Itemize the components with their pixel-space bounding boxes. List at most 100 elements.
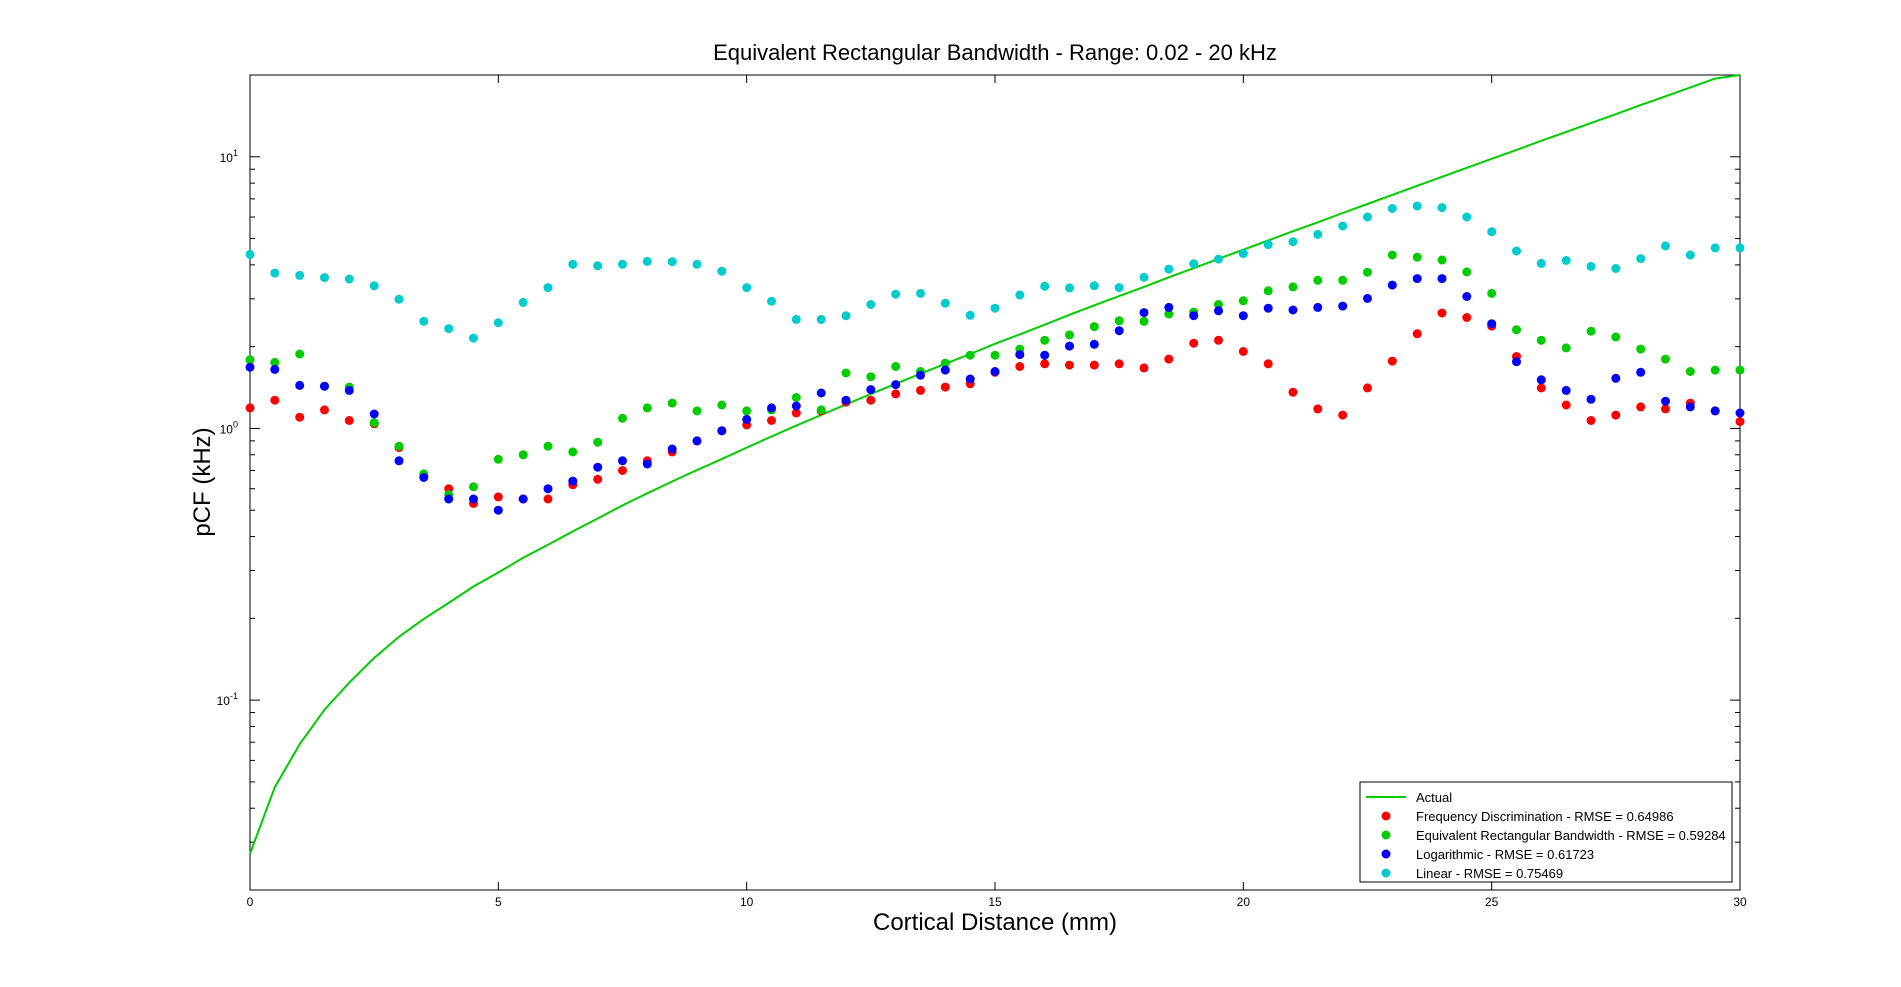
data-point (1611, 332, 1621, 342)
y-tick-exponent: 1 (233, 148, 238, 158)
data-point (320, 273, 329, 283)
data-point (1561, 256, 1571, 265)
data-point (1512, 357, 1521, 367)
data-point (1437, 274, 1447, 284)
data-point (1338, 410, 1348, 420)
data-point (1189, 338, 1199, 348)
data-point (369, 418, 379, 428)
data-point (642, 256, 652, 266)
data-point (543, 484, 553, 494)
data-point (1512, 246, 1521, 256)
data-point (1462, 267, 1472, 277)
data-point (1040, 350, 1050, 360)
data-point (1114, 283, 1124, 293)
data-point (295, 412, 305, 422)
data-point (692, 259, 702, 269)
data-point (344, 274, 354, 284)
data-point (965, 374, 975, 384)
legend-items: Actual Frequency Discrimination - RMSE = … (1366, 790, 1726, 881)
data-point (1065, 283, 1074, 293)
data-point (444, 324, 454, 334)
data-point (518, 297, 528, 307)
data-point (320, 381, 329, 391)
data-point (1387, 204, 1397, 213)
data-point (1313, 275, 1323, 285)
data-point (1139, 363, 1149, 373)
data-point (1114, 326, 1124, 336)
data-point (667, 257, 677, 267)
data-point (593, 462, 603, 472)
data-point (891, 389, 901, 399)
data-point (493, 318, 503, 328)
data-point (1536, 383, 1546, 393)
data-point (940, 298, 950, 308)
data-point (593, 474, 603, 484)
data-point (1462, 212, 1472, 222)
data-point (394, 456, 404, 466)
data-point (1288, 237, 1298, 247)
legend-marker-swatch (1381, 811, 1391, 821)
data-point (866, 300, 876, 309)
data-point (642, 459, 652, 469)
data-point (1437, 308, 1447, 318)
data-point (1363, 383, 1372, 393)
legend-entry-label: Actual (1416, 790, 1452, 805)
x-tick-label: 5 (495, 895, 502, 909)
data-point (320, 405, 329, 415)
data-point (916, 370, 925, 380)
data-point (965, 310, 975, 320)
data-point (493, 454, 503, 464)
data-point (767, 296, 776, 306)
data-point (1611, 373, 1621, 383)
data-point (1214, 335, 1223, 345)
data-point (1487, 227, 1497, 237)
data-point (667, 444, 677, 454)
data-point (1437, 203, 1447, 213)
data-point (1363, 267, 1372, 277)
data-point (270, 364, 280, 374)
data-point (1189, 259, 1199, 269)
data-point (568, 476, 578, 486)
legend-marker-swatch (1381, 830, 1391, 840)
legend-entry-label: Linear - RMSE = 0.75469 (1416, 866, 1563, 881)
data-point (791, 314, 801, 324)
data-point (245, 403, 255, 413)
data-point (1114, 359, 1124, 369)
data-point (1313, 229, 1323, 239)
y-tick-label: 100 (220, 419, 238, 436)
legend-marker-swatch (1381, 849, 1391, 859)
data-point (543, 494, 553, 504)
data-point (1065, 330, 1074, 340)
data-point (841, 368, 851, 378)
x-tick-label: 25 (1485, 895, 1499, 909)
data-point (1586, 261, 1596, 271)
data-point (1288, 282, 1298, 292)
data-point (1611, 410, 1621, 420)
data-point (717, 400, 727, 410)
y-tick-base: 10 (220, 422, 234, 436)
data-point (1412, 252, 1422, 262)
data-point (791, 393, 801, 402)
chart-title: Equivalent Rectangular Bandwidth - Range… (713, 40, 1277, 65)
data-point (1164, 354, 1174, 364)
data-point (270, 357, 280, 367)
data-point (1586, 416, 1596, 425)
data-point (1487, 319, 1497, 329)
data-point (1387, 280, 1397, 290)
data-point (1735, 365, 1745, 375)
y-tick-base: 10 (220, 151, 234, 165)
data-point (1387, 356, 1397, 366)
data-point (1487, 288, 1497, 298)
data-point (841, 311, 851, 321)
data-point (1710, 243, 1720, 253)
data-point (295, 380, 305, 390)
data-point (717, 426, 727, 436)
data-point (1139, 316, 1149, 326)
data-point (1089, 339, 1099, 349)
data-point (891, 380, 901, 390)
data-point (891, 289, 901, 299)
data-point (1412, 274, 1422, 284)
data-point (543, 283, 553, 293)
